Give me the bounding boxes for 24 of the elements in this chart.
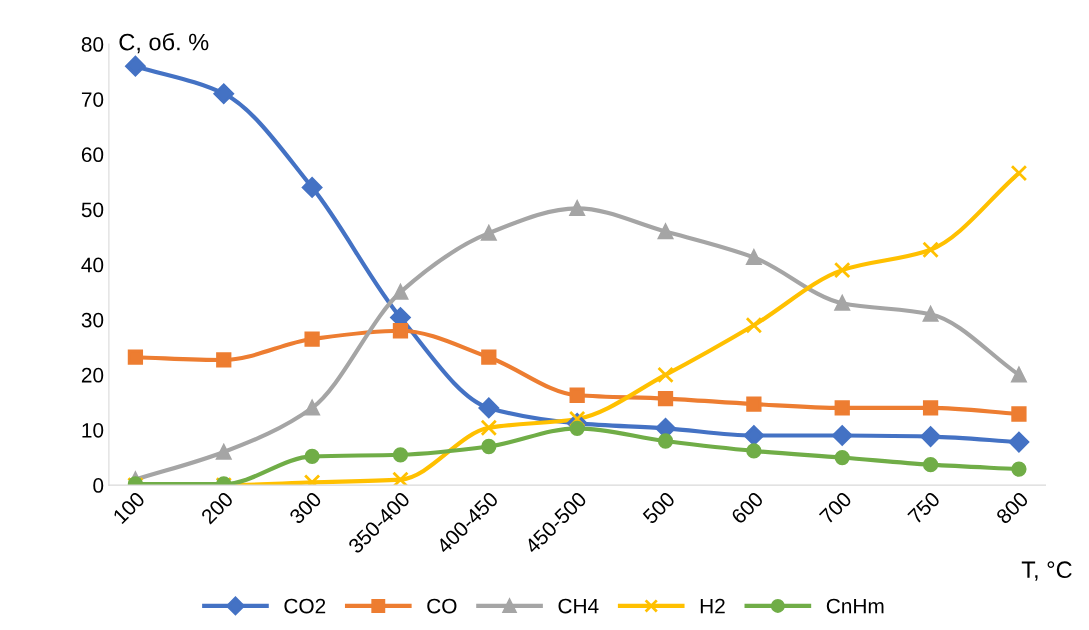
y-tick-label: 80 <box>81 37 104 52</box>
x-tick-label: 200 <box>200 490 235 525</box>
legend-label: CO2 <box>284 598 326 614</box>
x-tick-label: 100 <box>112 490 146 525</box>
x-tick-label: 800 <box>995 490 1030 525</box>
y-tick-label: 50 <box>81 202 104 218</box>
legend-label: CH4 <box>558 598 599 614</box>
y-tick-label: 30 <box>81 312 104 328</box>
x-axis-title: T, °C <box>1021 561 1072 581</box>
y-tick-label: 70 <box>81 92 104 107</box>
y-tick-label: 60 <box>81 147 104 163</box>
x-tick-label: 500 <box>641 490 676 525</box>
x-tick-label: 750 <box>907 490 941 525</box>
x-tick-label: 300 <box>288 490 323 525</box>
y-tick-label: 10 <box>82 422 104 438</box>
x-tick-label: 700 <box>818 490 853 525</box>
y-tick-label: 40 <box>81 257 104 273</box>
y-axis-title: C, об. % <box>119 32 209 54</box>
x-tick-label: 600 <box>730 490 765 525</box>
legend-label: CnHm <box>826 598 884 614</box>
legend-label: CO <box>427 598 457 614</box>
y-tick-label: 20 <box>81 367 104 383</box>
y-tick-label: 0 <box>93 478 104 493</box>
legend-label: H2 <box>700 598 725 614</box>
